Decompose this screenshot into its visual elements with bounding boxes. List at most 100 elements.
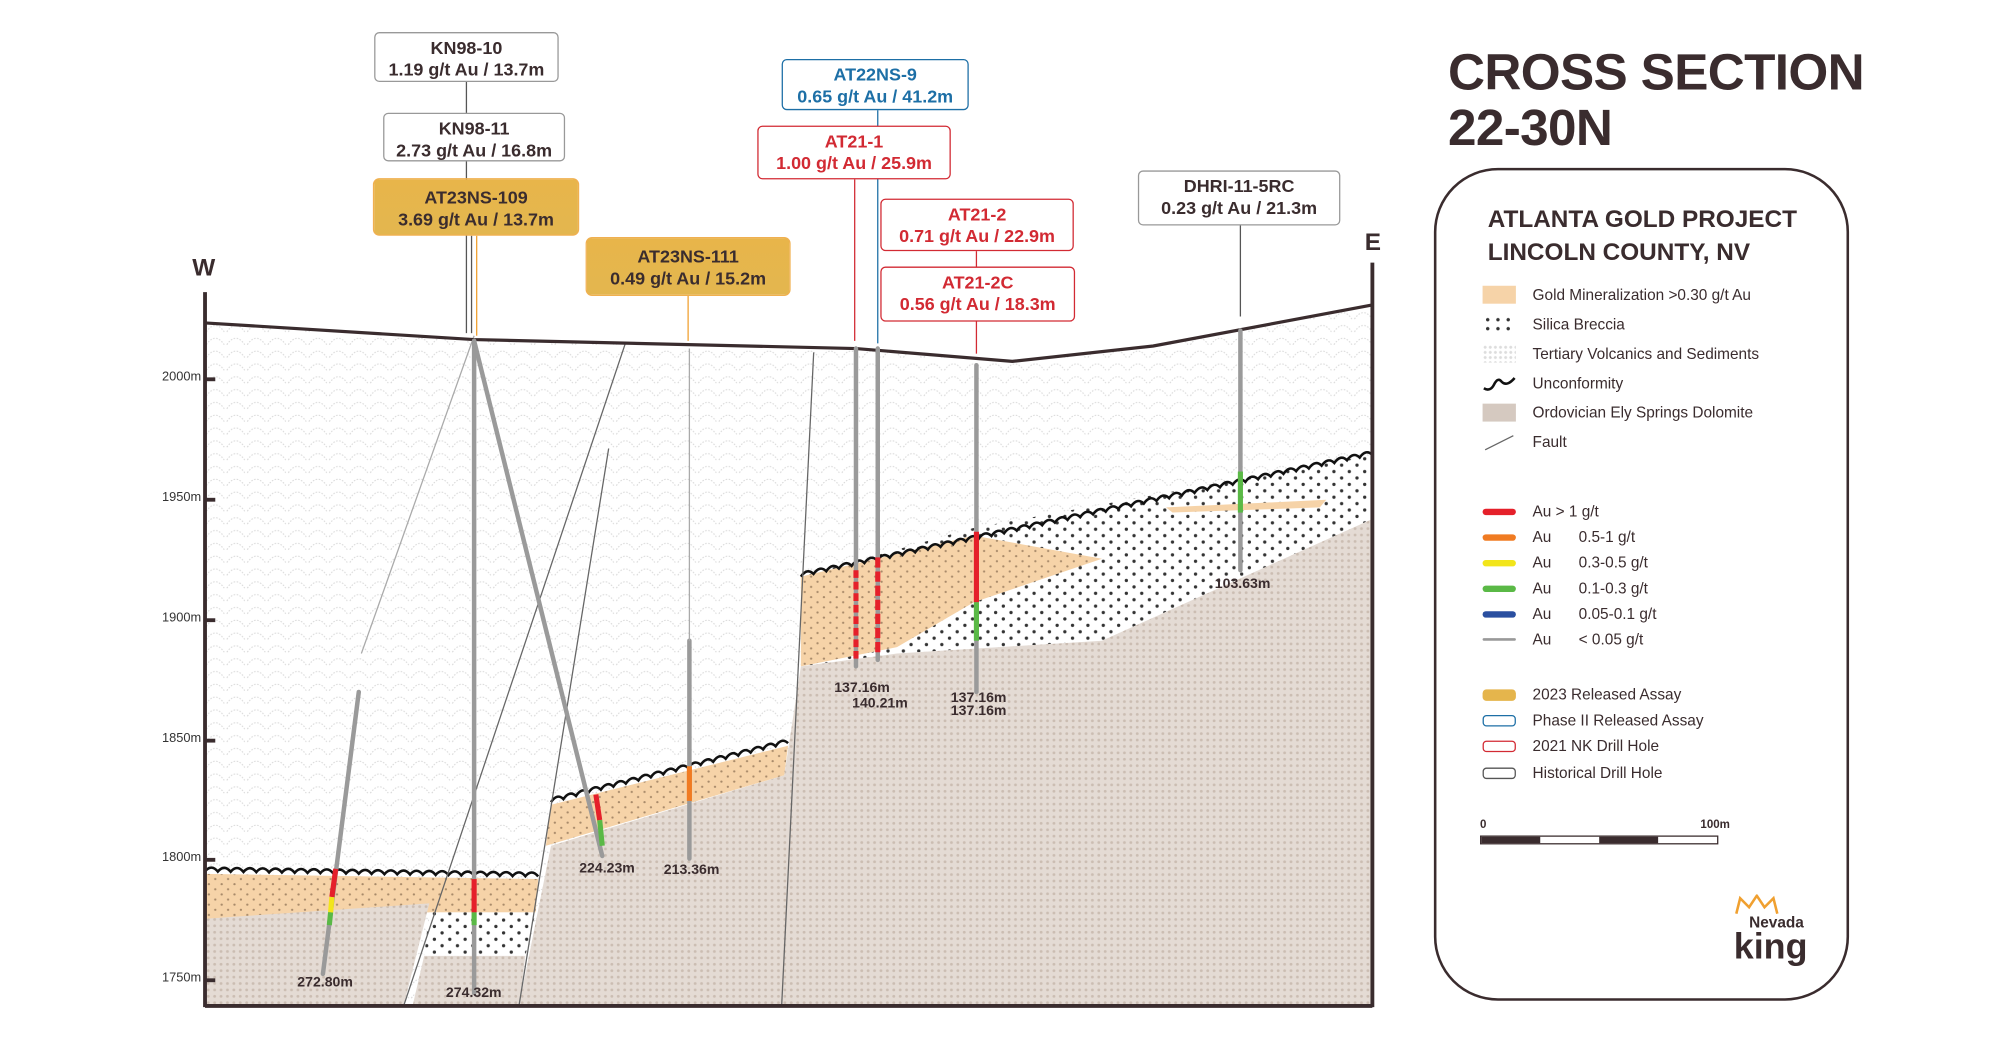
callout-result: 0.49 g/t Au / 15.2m xyxy=(610,267,767,289)
callout-dhri-11-5rc: DHRI-11-5RC 0.23 g/t Au / 21.3m xyxy=(1137,170,1341,226)
depth-label: 140.21m xyxy=(852,695,908,712)
legend-item-breccia: Silica Breccia xyxy=(1482,311,1625,337)
callout-hole: AT23NS-109 xyxy=(424,187,528,208)
faults xyxy=(360,335,815,1007)
fault-line xyxy=(403,343,626,1007)
fault-line xyxy=(360,335,475,654)
elevation-label: 1750m xyxy=(161,971,202,986)
phase2-swatch xyxy=(1482,714,1516,726)
title-line-1: CROSS SECTION xyxy=(1447,44,1865,102)
dolomite-west-2 xyxy=(412,955,526,1006)
legend-item-tertiary: Tertiary Volcanics and Sediments xyxy=(1482,341,1759,367)
callout-hole: KN98-11 xyxy=(438,117,510,139)
callout-hole: AT21-2C xyxy=(941,271,1014,293)
callout-at21-2c: AT21-2C 0.56 g/t Au / 18.3m xyxy=(880,266,1076,322)
callout-at23ns-109: AT23NS-109 3.69 g/t Au / 13.7m xyxy=(372,178,580,236)
callout-result: 0.65 g/t Au / 41.2m xyxy=(797,85,954,107)
depth-label: 224.23m xyxy=(579,861,635,877)
crown-icon xyxy=(1735,894,1779,914)
scale-start-label: 0 xyxy=(1480,817,1487,831)
fault-line xyxy=(781,352,815,1006)
legend-grade-4: Au 0.1-0.3 g/t xyxy=(1482,575,1648,601)
scale-bar: 0 100m xyxy=(1480,817,1730,845)
callout-hole: KN98-10 xyxy=(430,37,503,58)
elevation-label: 2000m xyxy=(161,370,202,385)
legend-grade-2: Au 0.5-1 g/t xyxy=(1482,524,1635,550)
topography-line xyxy=(204,303,1373,363)
elevation-label: 1800m xyxy=(161,850,202,865)
scale-end-label: 100m xyxy=(1700,817,1730,831)
legend-item-fault: Fault xyxy=(1483,429,1567,455)
breccia-swatch xyxy=(1482,315,1516,334)
legend-title-line-1: ATLANTA GOLD PROJECT xyxy=(1487,206,1797,234)
title-line-2: 22-30N xyxy=(1447,99,1613,157)
legend-grade-3: Au 0.3-0.5 g/t xyxy=(1482,550,1648,576)
callout-hole: AT22NS-9 xyxy=(833,64,917,85)
callout-result: 1.19 g/t Au / 13.7m xyxy=(388,58,545,80)
legend-hole-phase2: Phase II Released Assay xyxy=(1482,707,1704,733)
drill-hole-at23ns-109 xyxy=(471,338,605,859)
legend-panel: ATLANTA GOLD PROJECT LINCOLN COUNTY, NV … xyxy=(1433,167,1850,1001)
fault-line xyxy=(518,448,610,1007)
depth-label: 137.16m xyxy=(834,680,890,696)
legend-hole-2021: 2021 NK Drill Hole xyxy=(1482,733,1659,759)
callout-leaders xyxy=(465,82,1242,354)
legend-grade-6: Au < 0.05 g/t xyxy=(1482,627,1643,653)
east-label: E xyxy=(1364,229,1381,257)
dolomite-main xyxy=(518,518,1373,1006)
nk2021-swatch xyxy=(1482,740,1516,752)
callout-at21-2: AT21-2 0.71 g/t Au / 22.9m xyxy=(880,198,1074,252)
silica-breccia-west xyxy=(424,912,536,956)
section-title: CROSS SECTION 22-30N xyxy=(1447,44,1865,157)
depth-label: 272.80m xyxy=(297,975,353,991)
elevation-ticks xyxy=(205,377,216,983)
gold-zone-central xyxy=(545,745,789,846)
callout-kn98-10: KN98-10 1.19 g/t Au / 13.7m xyxy=(374,32,559,83)
nevada-king-logo: Nevada king xyxy=(1733,894,1808,967)
grade-swatch xyxy=(1482,508,1516,515)
legend-item-dolomite: Ordovician Ely Springs Dolomite xyxy=(1482,400,1753,426)
logo-text-king: king xyxy=(1733,926,1808,967)
depth-label: 137.16m xyxy=(950,703,1007,719)
callout-result: 2.73 g/t Au / 16.8m xyxy=(396,139,553,161)
elevation-label: 1950m xyxy=(161,490,202,505)
dolomite-swatch xyxy=(1482,403,1516,422)
callout-at23ns-111: AT23NS-111 0.49 g/t Au / 15.2m xyxy=(585,237,791,297)
depth-label: 213.36m xyxy=(663,862,720,878)
grade-swatch xyxy=(1482,610,1516,617)
tertiary-swatch xyxy=(1482,344,1516,363)
assay-intervals xyxy=(326,471,1243,926)
logo-text-nevada: Nevada xyxy=(1749,913,1804,932)
depth-label: 137.16m xyxy=(950,690,1007,707)
fault-icon xyxy=(1484,435,1514,451)
callout-result: 0.71 g/t Au / 22.9m xyxy=(899,225,1055,247)
grade-swatch xyxy=(1482,638,1516,641)
legend-hole-2023: 2023 Released Assay xyxy=(1482,682,1681,708)
legend-grade-5: Au 0.05-0.1 g/t xyxy=(1482,601,1656,627)
callout-result: 3.69 g/t Au / 13.7m xyxy=(398,208,554,230)
callout-result: 0.23 g/t Au / 21.3m xyxy=(1161,197,1318,218)
grade-swatch xyxy=(1482,559,1516,566)
callout-hole: AT23NS-111 xyxy=(637,246,739,267)
callout-result: 1.00 g/t Au / 25.9m xyxy=(776,152,932,173)
callout-kn98-11: KN98-11 2.73 g/t Au / 16.8m xyxy=(383,112,566,162)
historical-swatch xyxy=(1482,766,1516,779)
west-label: W xyxy=(192,254,216,282)
callout-hole: DHRI-11-5RC xyxy=(1183,175,1295,197)
gold-zone-east-thin xyxy=(1166,499,1327,513)
legend-hole-historical: Historical Drill Hole xyxy=(1482,760,1662,786)
callout-hole: AT21-1 xyxy=(824,130,884,152)
unconformity-lines xyxy=(204,451,1374,879)
elevation-label: 1850m xyxy=(161,731,202,746)
grade-swatch xyxy=(1482,533,1516,541)
assay-2023-swatch xyxy=(1482,688,1516,701)
legend-title-line-2: LINCOLN COUNTY, NV xyxy=(1487,239,1751,267)
dolomite-west xyxy=(205,903,430,1006)
legend-title: ATLANTA GOLD PROJECT LINCOLN COUNTY, NV xyxy=(1488,204,1797,271)
callout-result: 0.56 g/t Au / 18.3m xyxy=(899,293,1056,314)
legend-item-gold: Gold Mineralization >0.30 g/t Au xyxy=(1482,282,1751,308)
legend-item-unconformity: Unconformity xyxy=(1483,370,1623,396)
callout-at22ns-9: AT22NS-9 0.65 g/t Au / 41.2m xyxy=(781,58,969,111)
